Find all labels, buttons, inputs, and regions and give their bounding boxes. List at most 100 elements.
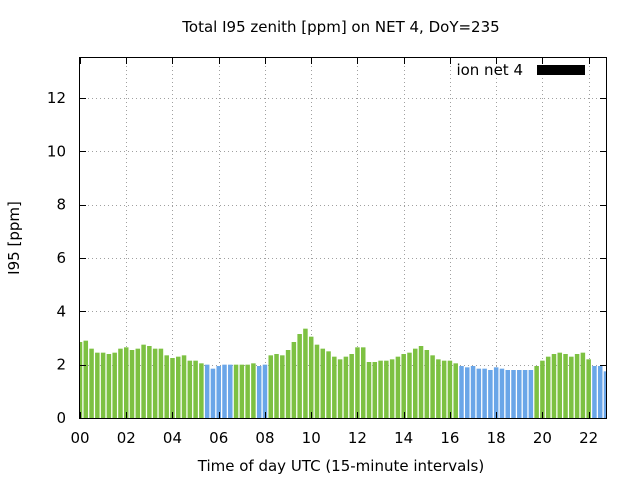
- bar: [580, 352, 586, 418]
- bar: [574, 354, 580, 418]
- bar: [349, 354, 354, 418]
- y-tick-labels: 0 2 4 6 8 10 12: [47, 89, 66, 427]
- y-tick-label: 12: [47, 89, 66, 107]
- bar: [343, 356, 349, 418]
- bar: [222, 364, 227, 418]
- y-tick-label: 4: [56, 302, 66, 320]
- bar: [228, 364, 233, 418]
- bar: [141, 344, 146, 418]
- bar: [280, 355, 285, 418]
- x-tick-label: 06: [209, 429, 228, 447]
- bar: [193, 360, 198, 418]
- bar: [106, 354, 112, 418]
- bar: [268, 355, 274, 418]
- bar: [158, 348, 164, 418]
- x-tick-label: 08: [255, 429, 274, 447]
- x-tick-label: 00: [70, 429, 89, 447]
- bar: [476, 368, 482, 418]
- bar: [80, 342, 83, 418]
- bar: [551, 354, 557, 418]
- bar: [239, 364, 245, 418]
- bar: [366, 362, 372, 418]
- y-tick-label: 10: [47, 142, 66, 160]
- bar: [378, 360, 383, 418]
- bar: [459, 366, 464, 418]
- bar: [372, 362, 378, 418]
- legend-label: ion net 4: [456, 61, 523, 79]
- bar: [569, 356, 574, 418]
- bar: [418, 346, 424, 418]
- bar: [482, 368, 487, 418]
- bar: [557, 352, 563, 418]
- grid: [80, 58, 606, 418]
- bar: [326, 351, 331, 418]
- bar: [210, 368, 216, 418]
- bar: [534, 366, 539, 418]
- x-tick-label: 18: [487, 429, 506, 447]
- bar: [470, 366, 476, 418]
- bar: [176, 356, 181, 418]
- bar: [83, 340, 89, 418]
- chart-title: Total I95 zenith [ppm] on NET 4, DoY=235: [181, 18, 499, 36]
- bar: [384, 360, 389, 418]
- bar: [395, 356, 401, 418]
- bar: [522, 370, 528, 418]
- bar: [164, 355, 169, 418]
- bar: [540, 360, 545, 418]
- bar: [447, 360, 453, 418]
- bar: [181, 355, 187, 418]
- bar: [436, 359, 441, 418]
- bar: [118, 348, 123, 418]
- bar: [303, 328, 308, 418]
- bar: [441, 360, 447, 418]
- bar: [453, 363, 458, 418]
- bar: [586, 359, 591, 418]
- bar: [262, 364, 268, 418]
- x-tick-label: 16: [440, 429, 459, 447]
- bar: [430, 355, 435, 418]
- bar: [152, 348, 158, 418]
- bar: [199, 363, 204, 418]
- x-tick-label: 22: [579, 429, 598, 447]
- bar: [147, 346, 152, 418]
- bar: [245, 364, 250, 418]
- bar: [493, 367, 499, 418]
- x-axis-title: Time of day UTC (15-minute intervals): [197, 457, 484, 475]
- bar: [291, 342, 297, 418]
- bar: [89, 348, 94, 418]
- y-tick-label: 8: [56, 196, 66, 214]
- bar: [233, 364, 239, 418]
- bar: [597, 366, 603, 418]
- x-tick-label: 10: [302, 429, 321, 447]
- bar: [545, 356, 551, 418]
- bar: [129, 350, 135, 418]
- bar: [274, 354, 279, 418]
- bar: [314, 344, 320, 418]
- bar: [135, 348, 141, 418]
- x-tick-label: 04: [163, 429, 182, 447]
- x-tick-label: 14: [394, 429, 413, 447]
- bar: [407, 352, 412, 418]
- bar: [412, 348, 418, 418]
- legend: ion net 4: [456, 61, 585, 79]
- x-tick-label: 20: [533, 429, 552, 447]
- ticks: [80, 58, 606, 419]
- bar: [401, 354, 406, 418]
- bar: [112, 352, 117, 418]
- bar: [251, 363, 256, 418]
- bar: [592, 366, 597, 418]
- x-tick-label: 12: [348, 429, 367, 447]
- bar: [320, 348, 326, 418]
- y-tick-label: 6: [56, 249, 66, 267]
- bar: [511, 370, 516, 418]
- bar: [204, 364, 210, 418]
- x-tick-labels: 00 02 04 06 08 10 12 14 16 18 20 22: [70, 429, 598, 447]
- bar: [297, 334, 302, 418]
- bar: [465, 367, 470, 418]
- bar: [95, 352, 100, 418]
- bar: [389, 359, 395, 418]
- bar: [355, 347, 360, 418]
- bar: [308, 336, 314, 418]
- y-tick-label: 0: [56, 409, 66, 427]
- bar: [256, 366, 262, 418]
